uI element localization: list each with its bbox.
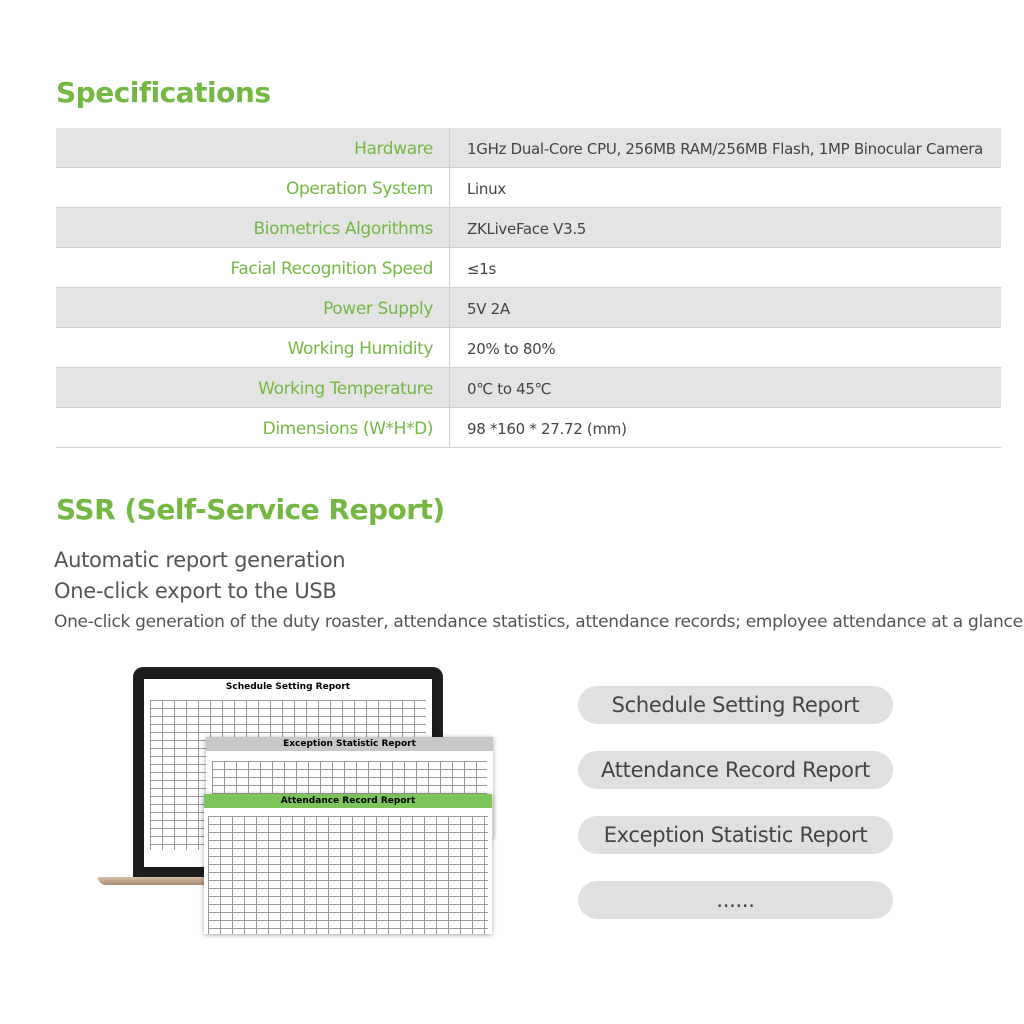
spec-label: Power Supply — [323, 299, 433, 319]
table-row: Facial Recognition Speed ≤1s — [56, 248, 1001, 288]
spec-value: ≤1s — [467, 260, 497, 278]
table-row: Hardware 1GHz Dual-Core CPU, 256MB RAM/25… — [56, 128, 1001, 168]
spec-label: Hardware — [354, 139, 433, 159]
report-grid — [208, 816, 488, 934]
spec-label: Operation System — [286, 179, 433, 199]
spec-value: 5V 2A — [467, 300, 510, 318]
spec-value: 20% to 80% — [467, 340, 556, 358]
table-row: Power Supply 5V 2A — [56, 288, 1001, 328]
table-row: Working Humidity 20% to 80% — [56, 328, 1001, 368]
column-divider — [449, 288, 450, 327]
column-divider — [449, 168, 450, 207]
report-title: Attendance Record Report — [204, 794, 492, 808]
report-sheet: Attendance Record Report — [204, 794, 492, 934]
section-title: Specifications — [56, 76, 271, 109]
spec-value: Linux — [467, 180, 506, 198]
table-row: Operation System Linux — [56, 168, 1001, 208]
spec-value: 98 *160 * 27.72 (mm) — [467, 420, 627, 438]
text-line: One-click generation of the duty roaster… — [54, 612, 1024, 632]
section-title: SSR (Self-Service Report) — [56, 493, 445, 526]
spec-label: Working Temperature — [258, 379, 433, 399]
spec-value: ZKLiveFace V3.5 — [467, 220, 587, 238]
spec-label: Facial Recognition Speed — [230, 259, 434, 279]
column-divider — [449, 328, 450, 367]
report-button[interactable]: Attendance Record Report — [578, 751, 893, 789]
table-row: Working Temperature 0℃ to 45℃ — [56, 368, 1001, 408]
text-line: One-click export to the USB — [54, 579, 337, 603]
spec-label: Dimensions (W*H*D) — [262, 419, 434, 439]
report-button[interactable]: ...... — [578, 881, 893, 919]
column-divider — [449, 368, 450, 407]
report-title: Exception Statistic Report — [206, 737, 493, 751]
column-divider — [449, 408, 450, 447]
spec-label: Biometrics Algorithms — [253, 219, 433, 239]
table-row: Biometrics Algorithms ZKLiveFace V3.5 — [56, 208, 1001, 248]
text-line: Automatic report generation — [54, 548, 346, 572]
spec-table: Hardware 1GHz Dual-Core CPU, 256MB RAM/25… — [56, 128, 1001, 448]
spec-value: 1GHz Dual-Core CPU, 256MB RAM/256MB Flas… — [467, 140, 984, 158]
report-title: Schedule Setting Report — [225, 682, 351, 692]
column-divider — [449, 128, 450, 167]
illustration: Schedule Setting Report Exception Statis… — [98, 667, 493, 934]
spec-value: 0℃ to 45℃ — [467, 380, 552, 398]
report-button[interactable]: Schedule Setting Report — [578, 686, 893, 724]
column-divider — [449, 208, 450, 247]
column-divider — [449, 248, 450, 287]
spec-label: Working Humidity — [287, 339, 434, 359]
report-button[interactable]: Exception Statistic Report — [578, 816, 893, 854]
table-row: Dimensions (W*H*D) 98 *160 * 27.72 (mm) — [56, 408, 1001, 448]
